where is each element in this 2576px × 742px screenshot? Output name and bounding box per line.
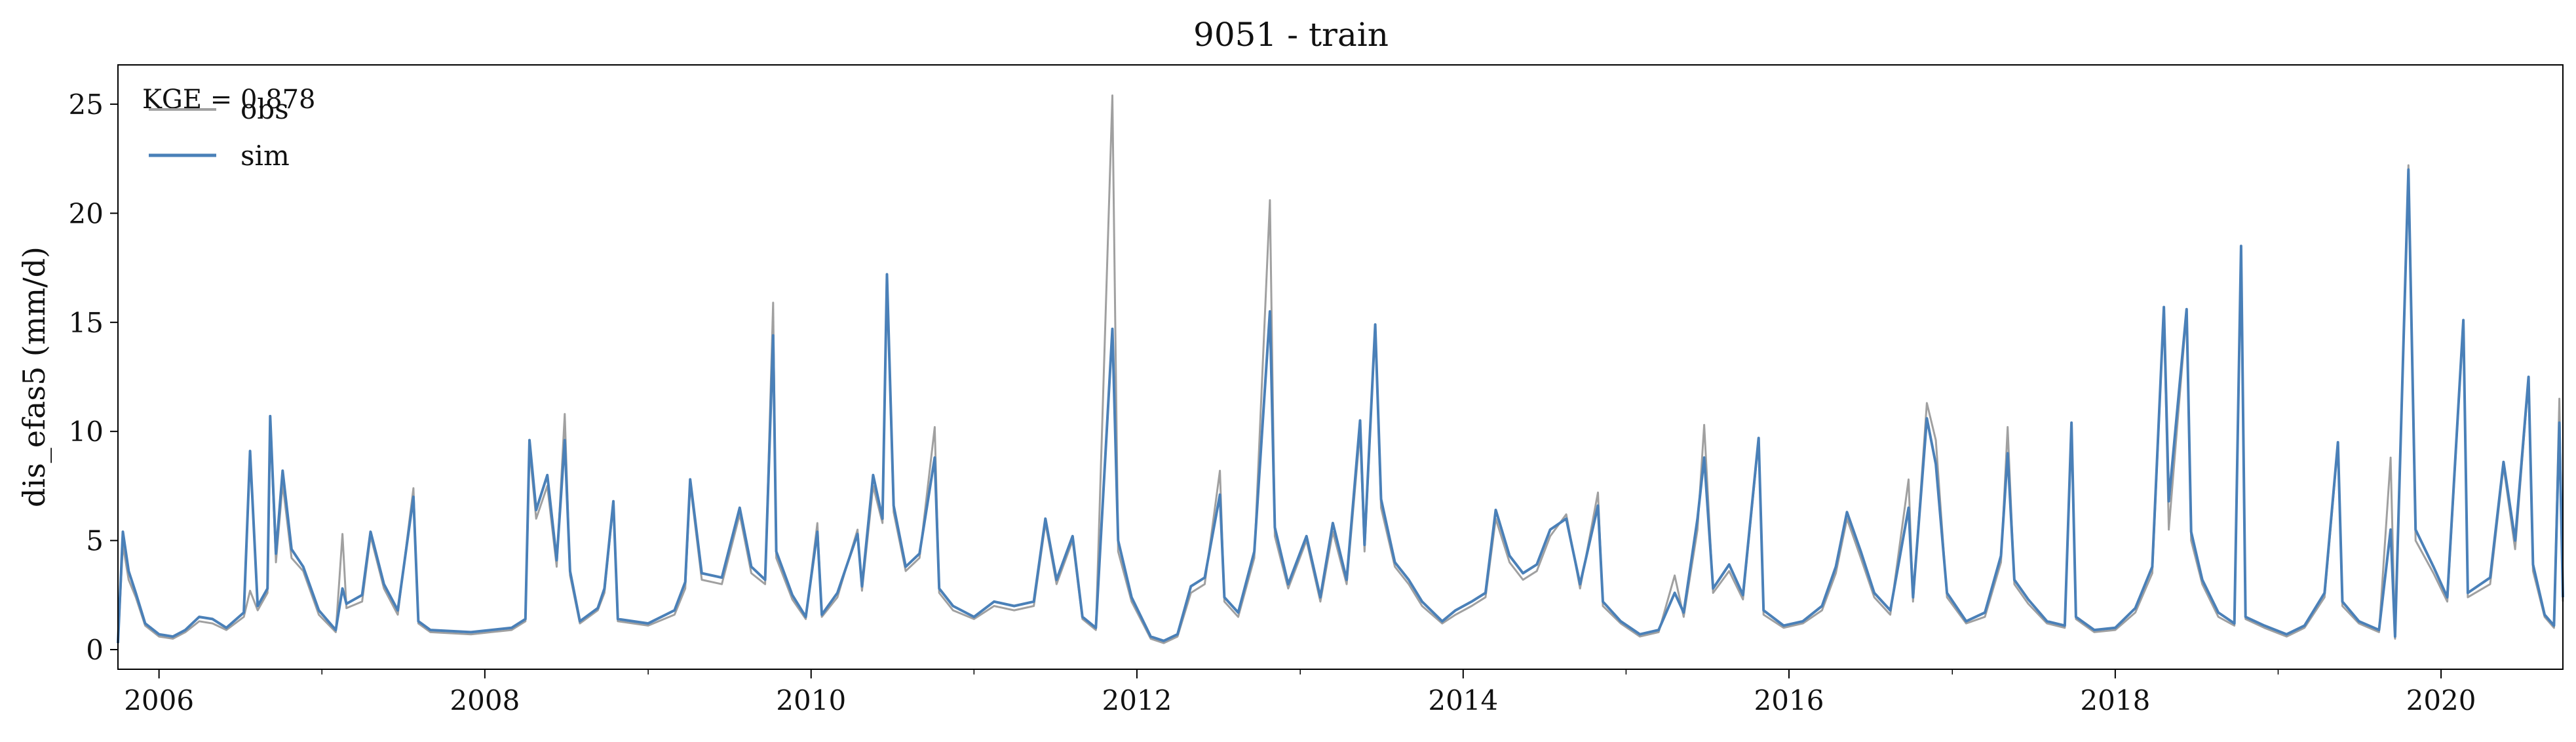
- y-tick-label: 20: [69, 197, 104, 229]
- x-tick-label: 2018: [2080, 684, 2150, 716]
- x-tick-label: 2008: [450, 684, 520, 716]
- legend: obs sim: [149, 93, 290, 172]
- legend-label-sim: sim: [240, 140, 290, 172]
- plot-area: [117, 94, 2564, 644]
- chart-title: 9051 - train: [1193, 16, 1389, 54]
- x-tick-label: 2010: [776, 684, 846, 716]
- series-layer: [117, 94, 2564, 644]
- x-tick-label: 2014: [1428, 684, 1498, 716]
- y-axis-label: dis_efas5 (mm/d): [16, 246, 52, 507]
- x-tick-label: 2012: [1102, 684, 1172, 716]
- y-tick-label: 0: [86, 634, 104, 666]
- y-tick-label: 25: [69, 88, 104, 121]
- y-tick-label: 5: [86, 525, 104, 557]
- x-tick-label: 2016: [1754, 684, 1824, 716]
- legend-label-obs: obs: [240, 93, 289, 125]
- series-line-sim: [117, 168, 2564, 644]
- axes-frame: [117, 64, 2564, 670]
- x-tick-label: 2006: [124, 684, 194, 716]
- axes-layer: 0 5 10 15 20 25 2006 2008 2010 2012 2014 2016 2018 20…: [69, 88, 2476, 716]
- y-tick-label: 10: [69, 416, 104, 448]
- x-tick-label: 2020: [2406, 684, 2476, 716]
- y-tick-label: 15: [69, 307, 104, 339]
